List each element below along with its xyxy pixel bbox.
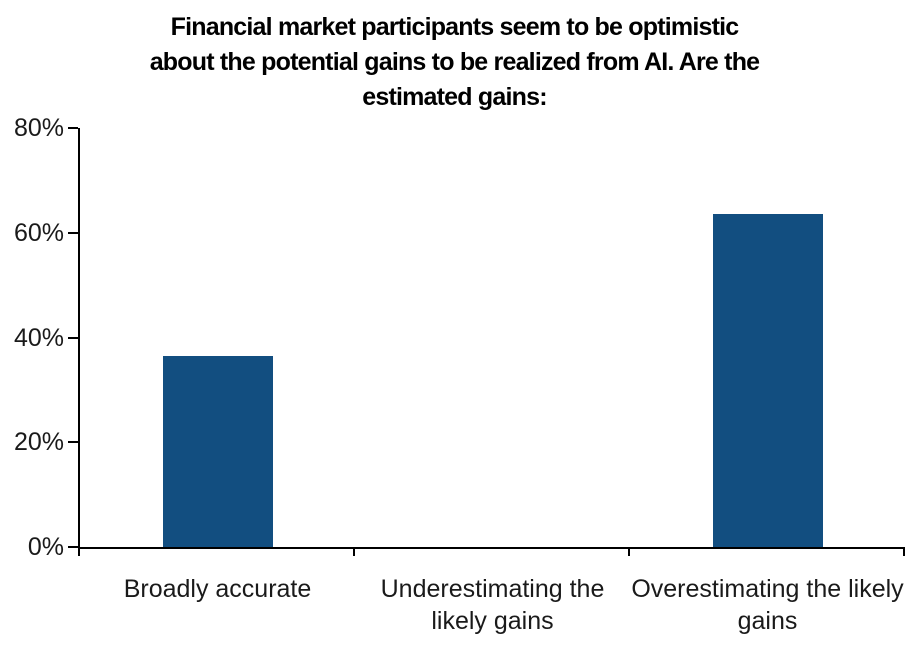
plot-area: 0% 20% 40% 60% 80% Broadly accurate Underestim… xyxy=(14,114,905,635)
bar-overestimating-the-likely-gains xyxy=(713,214,823,547)
chart-title-line: about the potential gains to be realized… xyxy=(149,48,760,76)
y-axis-tick xyxy=(68,546,78,548)
bar-broadly-accurate xyxy=(163,356,273,547)
x-axis-tick xyxy=(353,547,355,556)
chart-title-line: Financial market participants seem to be… xyxy=(170,13,740,41)
y-axis-label: 20% xyxy=(13,428,64,456)
y-axis-tick xyxy=(68,127,78,129)
x-axis-tick xyxy=(78,547,80,556)
y-axis-tick xyxy=(68,232,78,234)
y-axis-tick xyxy=(68,337,78,339)
chart-title-line: estimated gains: xyxy=(362,83,547,111)
x-axis-tick xyxy=(628,547,630,556)
x-axis-label-underestimating-the-likely-gains: Underestimating the likely gains xyxy=(380,575,605,635)
y-axis-tick xyxy=(68,441,78,443)
x-axis-label-overestimating-the-likely-gains: Overestimating the likely gains xyxy=(631,575,904,635)
x-axis-tick xyxy=(903,547,905,556)
y-axis-label: 0% xyxy=(27,533,64,561)
chart-title: Financial market participants seem to be… xyxy=(0,10,909,115)
y-axis-label: 80% xyxy=(13,114,64,142)
x-axis-label-broadly-accurate: Broadly accurate xyxy=(123,575,312,603)
y-axis-label: 60% xyxy=(13,219,64,247)
y-axis-label: 40% xyxy=(13,324,64,352)
